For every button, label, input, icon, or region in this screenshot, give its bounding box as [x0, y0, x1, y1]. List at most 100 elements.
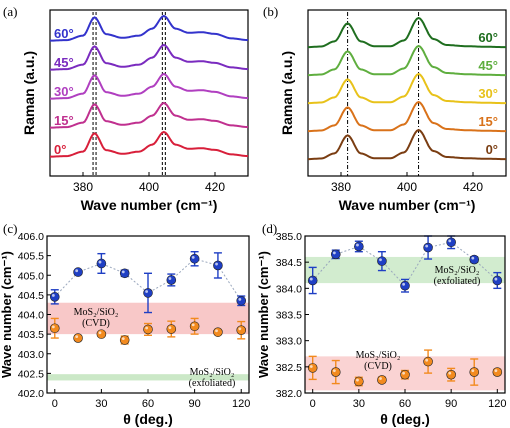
data-point-highlight — [356, 378, 359, 382]
x-axis-label: θ (deg.) — [380, 411, 430, 427]
x-tick-label: 420 — [205, 180, 225, 194]
data-point-highlight — [402, 282, 405, 286]
data-point-highlight — [448, 371, 452, 375]
data-point-highlight — [145, 326, 149, 330]
data-point-highlight — [448, 239, 452, 243]
panel-b-raman-spectra: (b) 60° 45° 30° 15° 0° 380 400 420 Wave number (… — [263, 4, 507, 213]
band-label: MoS₂/SiO₂ — [356, 350, 401, 361]
x-tick-label: 0 — [52, 398, 58, 410]
data-point — [330, 249, 341, 260]
data-point — [73, 333, 83, 343]
data-point-highlight — [168, 326, 172, 330]
data-point-highlight — [238, 297, 242, 301]
y-tick-label: 404.5 — [18, 290, 44, 302]
spectrum-line — [50, 14, 249, 42]
data-point-highlight — [425, 244, 429, 248]
data-point-highlight — [494, 277, 498, 281]
data-point-highlight — [332, 251, 336, 255]
data-point — [492, 275, 503, 286]
data-point — [189, 321, 200, 332]
series-label: 30° — [478, 86, 498, 101]
data-point — [423, 242, 433, 253]
data-point — [143, 288, 153, 298]
panel-c-label: (c) — [3, 221, 17, 236]
band-label: (exfoliated) — [434, 276, 481, 287]
data-point — [143, 324, 153, 335]
y-tick-label: 405.0 — [18, 270, 44, 282]
series-label: 45° — [54, 55, 74, 70]
spectrum-line — [308, 100, 506, 133]
spectrum-line — [308, 72, 506, 105]
data-point — [166, 275, 177, 285]
band-label: MoS₂/SiO₂ — [74, 307, 119, 318]
y-tick-label: 402.0 — [18, 388, 44, 400]
x-tick-label: 400 — [397, 180, 417, 194]
y-tick-label: 404.0 — [18, 310, 44, 322]
panel-c-wavenumber-vs-angle: (c) MoS₂/SiO₂(CVD)MoS₂/SiO₂(exfoliated)0… — [0, 221, 250, 427]
x-tick-label: 380 — [73, 180, 93, 194]
data-point — [354, 241, 364, 252]
reference-band — [47, 374, 249, 381]
x-tick-label: 30 — [353, 398, 365, 410]
x-tick-label: 90 — [445, 398, 457, 410]
data-point-highlight — [145, 290, 149, 293]
y-tick-label: 405.5 — [18, 251, 44, 263]
data-point-highlight — [75, 335, 79, 339]
data-point — [330, 367, 341, 377]
data-point — [307, 363, 318, 373]
data-point-highlight — [98, 260, 102, 264]
x-tick-label: 60 — [399, 398, 411, 410]
spectrum-line — [50, 43, 249, 71]
data-point-highlight — [379, 377, 382, 380]
data-point-highlight — [356, 243, 359, 247]
data-point — [307, 275, 318, 286]
data-point — [377, 375, 387, 385]
data-point — [73, 267, 83, 277]
y-tick-label: 403.5 — [18, 329, 44, 341]
y-tick-label: 382.5 — [276, 362, 302, 374]
data-point — [49, 292, 60, 302]
data-point-highlight — [121, 270, 125, 274]
spectrum-line — [50, 101, 249, 129]
data-point-highlight — [75, 269, 79, 273]
panel-a-raman-spectra: (a) 60° 45° 30° 15° 0° 380 400 420 Wave number (… — [3, 4, 249, 213]
series-label: 45° — [478, 58, 498, 73]
data-point-highlight — [215, 329, 218, 333]
y-tick-label: 383.0 — [276, 336, 302, 348]
data-point — [423, 356, 433, 367]
y-tick-label: 383.5 — [276, 310, 302, 322]
data-point — [469, 367, 480, 377]
x-axis-label: Wave number (cm⁻¹) — [81, 197, 218, 213]
y-axis-label: Raman (a.u.) — [21, 51, 37, 135]
x-tick-label: 30 — [95, 398, 107, 410]
spectrum-line — [308, 44, 506, 77]
data-point — [400, 280, 410, 291]
x-tick-label: 120 — [232, 398, 250, 410]
x-tick-label: 400 — [139, 180, 159, 194]
panel-a-label: (a) — [3, 4, 17, 19]
y-axis-label: Wave number (cm⁻¹) — [0, 251, 14, 378]
data-point-highlight — [215, 262, 218, 266]
band-label: (CVD) — [364, 361, 392, 372]
x-tick-label: 0 — [310, 398, 316, 410]
y-axis-label: Wave number (cm⁻¹) — [256, 251, 271, 378]
data-point — [166, 324, 177, 334]
band-label: (exfoliated) — [189, 378, 236, 389]
spectrum-line — [308, 128, 506, 161]
x-axis-label: Wave number (cm⁻¹) — [339, 197, 476, 213]
series-label: 15° — [478, 114, 498, 129]
data-point-highlight — [191, 255, 195, 259]
y-tick-label: 406.0 — [18, 231, 44, 243]
data-point — [469, 254, 480, 265]
series-label: 0° — [486, 142, 498, 157]
data-point-highlight — [51, 294, 55, 297]
data-point-highlight — [309, 365, 313, 368]
data-point-highlight — [238, 327, 242, 331]
series-label: 0° — [54, 142, 66, 157]
data-point-highlight — [402, 371, 405, 375]
data-point-highlight — [309, 277, 313, 281]
series-label: 30° — [54, 84, 74, 99]
panel-d-label: (d) — [262, 221, 277, 236]
data-point — [213, 260, 223, 271]
